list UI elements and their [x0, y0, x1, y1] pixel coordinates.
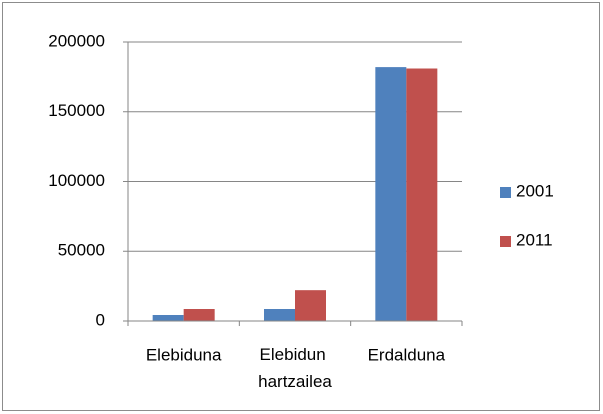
legend-swatch [500, 187, 511, 198]
legend-label: 2001 [516, 181, 554, 200]
y-tick-label: 0 [96, 310, 105, 329]
legend-label: 2011 [516, 230, 553, 249]
x-tick-label: Erdalduna [368, 345, 446, 364]
x-tick-label: Elebidun hartzailea [258, 345, 332, 391]
y-tick-label: 150000 [48, 101, 105, 120]
x-tick-label: Elebiduna [146, 345, 222, 364]
bar [406, 68, 438, 321]
y-tick-label: 50000 [58, 241, 105, 260]
legend-swatch [500, 236, 511, 247]
y-tick-label: 200000 [48, 31, 105, 50]
bar [183, 309, 215, 321]
bar [375, 67, 407, 321]
y-tick-label: 100000 [48, 171, 105, 190]
bar [295, 290, 326, 321]
chart-border [2, 2, 600, 411]
bar [152, 315, 184, 321]
bar [264, 309, 295, 321]
